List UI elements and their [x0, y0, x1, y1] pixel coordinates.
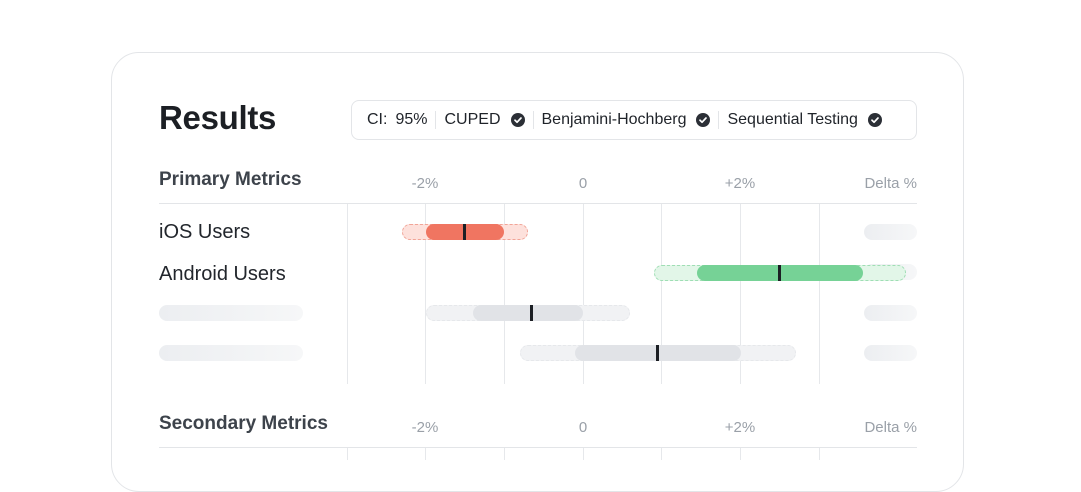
grid-line	[425, 204, 426, 384]
grid-line	[347, 204, 348, 384]
primary-metrics-title: Primary Metrics	[159, 169, 302, 190]
grid-line	[347, 448, 348, 460]
point-estimate-marker	[530, 305, 534, 321]
grid-line	[819, 204, 820, 384]
grid-line	[583, 204, 584, 384]
benjamini-hochberg-label: Benjamini-Hochberg	[541, 111, 687, 128]
analysis-settings-bar: CI: 95% CUPED Benjamini-Hochberg Sequent…	[351, 100, 917, 140]
grid-line	[504, 204, 505, 384]
ci-label: CI:	[367, 111, 388, 128]
axis-tick-minus2: -2%	[411, 419, 439, 436]
axis-tick-zero: 0	[578, 175, 588, 192]
grid-line	[740, 448, 741, 460]
point-estimate-marker	[463, 224, 467, 240]
grid-line	[583, 448, 584, 460]
delta-column-header: Delta %	[864, 175, 917, 192]
point-estimate-marker	[778, 265, 782, 281]
grid-line	[819, 448, 820, 460]
check-circle-icon	[867, 113, 882, 127]
axis-tick-zero: 0	[578, 419, 588, 436]
cuped-label: CUPED	[444, 111, 501, 128]
secondary-metrics-title: Secondary Metrics	[159, 413, 328, 434]
grid-line	[661, 448, 662, 460]
grid-line	[425, 448, 426, 460]
ci-value: 95%	[395, 111, 428, 128]
header-divider	[159, 203, 917, 204]
axis-tick-minus2: -2%	[411, 175, 439, 192]
axis-tick-plus2: +2%	[724, 419, 756, 436]
check-circle-icon	[696, 113, 711, 127]
delta-value-skeleton	[864, 345, 917, 361]
grid-line	[504, 448, 505, 460]
metric-label-ios-users[interactable]: iOS Users	[159, 221, 251, 243]
ci-core	[472, 305, 583, 321]
metric-label-android-users[interactable]: Android Users	[159, 263, 286, 285]
check-circle-icon	[510, 113, 525, 127]
grid-line	[740, 204, 741, 384]
grid-line	[661, 204, 662, 384]
sequential-testing-setting[interactable]: Sequential Testing	[727, 111, 882, 129]
delta-value-skeleton	[864, 224, 917, 240]
cuped-setting[interactable]: CUPED	[444, 111, 525, 129]
axis-tick-plus2: +2%	[724, 175, 756, 192]
metric-label-skeleton	[159, 305, 303, 321]
delta-value-skeleton	[864, 305, 917, 321]
delta-column-header: Delta %	[864, 419, 917, 436]
header-divider	[159, 447, 917, 448]
page-title: Results	[159, 99, 277, 136]
metric-label-skeleton	[159, 345, 303, 361]
divider	[718, 111, 720, 129]
point-estimate-marker	[656, 345, 660, 361]
ci-setting[interactable]: CI: 95%	[367, 111, 427, 129]
divider	[435, 111, 437, 129]
benjamini-hochberg-setting[interactable]: Benjamini-Hochberg	[542, 111, 711, 129]
divider	[532, 111, 534, 129]
sequential-testing-label: Sequential Testing	[727, 111, 858, 128]
